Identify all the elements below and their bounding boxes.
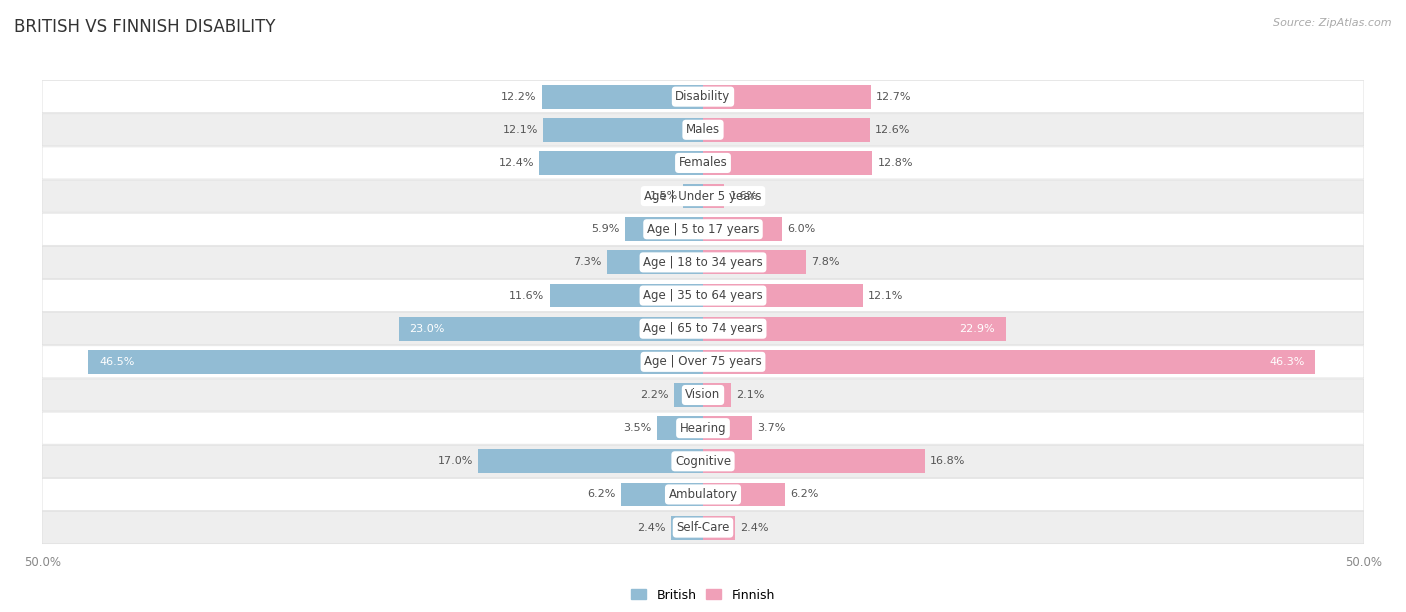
Bar — [550, 283, 703, 307]
Text: 2.2%: 2.2% — [640, 390, 669, 400]
Text: Females: Females — [679, 157, 727, 170]
Text: Hearing: Hearing — [679, 422, 727, 435]
Text: 16.8%: 16.8% — [931, 457, 966, 466]
Text: 6.0%: 6.0% — [787, 224, 815, 234]
FancyBboxPatch shape — [42, 479, 1364, 510]
Bar — [703, 416, 752, 440]
Bar — [703, 449, 925, 473]
Bar — [621, 482, 703, 506]
Bar — [703, 283, 863, 307]
Bar — [703, 482, 785, 506]
Text: Source: ZipAtlas.com: Source: ZipAtlas.com — [1274, 18, 1392, 28]
Text: 1.6%: 1.6% — [730, 191, 758, 201]
FancyBboxPatch shape — [42, 114, 1364, 146]
Text: Self-Care: Self-Care — [676, 521, 730, 534]
Bar — [703, 516, 735, 540]
Bar — [671, 516, 703, 540]
Text: 12.8%: 12.8% — [877, 158, 912, 168]
Text: 12.1%: 12.1% — [868, 291, 904, 300]
Text: 1.5%: 1.5% — [650, 191, 678, 201]
Text: 6.2%: 6.2% — [790, 490, 818, 499]
Text: 7.3%: 7.3% — [572, 258, 602, 267]
Text: 22.9%: 22.9% — [959, 324, 995, 334]
Bar — [626, 217, 703, 241]
Bar — [399, 317, 703, 341]
Bar — [683, 184, 703, 208]
FancyBboxPatch shape — [42, 346, 1364, 378]
Bar — [89, 350, 703, 374]
Text: Cognitive: Cognitive — [675, 455, 731, 468]
Bar — [703, 184, 724, 208]
Text: Males: Males — [686, 123, 720, 136]
Bar — [703, 217, 782, 241]
Bar — [541, 84, 703, 108]
Text: 23.0%: 23.0% — [409, 324, 444, 334]
Text: 11.6%: 11.6% — [509, 291, 544, 300]
Text: 12.4%: 12.4% — [498, 158, 534, 168]
Text: Age | Over 75 years: Age | Over 75 years — [644, 356, 762, 368]
Text: 17.0%: 17.0% — [437, 457, 472, 466]
Bar — [703, 84, 870, 108]
Text: 2.4%: 2.4% — [637, 523, 666, 532]
Bar — [703, 151, 872, 175]
Text: 12.6%: 12.6% — [875, 125, 910, 135]
FancyBboxPatch shape — [42, 512, 1364, 543]
Text: 7.8%: 7.8% — [811, 258, 839, 267]
Bar — [657, 416, 703, 440]
Text: 2.4%: 2.4% — [740, 523, 769, 532]
Text: 12.2%: 12.2% — [501, 92, 537, 102]
Text: Disability: Disability — [675, 90, 731, 103]
Bar — [538, 151, 703, 175]
Bar — [478, 449, 703, 473]
Bar — [703, 383, 731, 407]
FancyBboxPatch shape — [42, 180, 1364, 212]
Text: 46.3%: 46.3% — [1270, 357, 1305, 367]
Bar — [606, 250, 703, 274]
Text: Age | Under 5 years: Age | Under 5 years — [644, 190, 762, 203]
Bar — [543, 118, 703, 142]
Text: 6.2%: 6.2% — [588, 490, 616, 499]
Text: 5.9%: 5.9% — [592, 224, 620, 234]
Bar — [703, 317, 1005, 341]
Bar — [703, 250, 806, 274]
FancyBboxPatch shape — [42, 280, 1364, 312]
Text: 12.7%: 12.7% — [876, 92, 911, 102]
Text: 46.5%: 46.5% — [98, 357, 135, 367]
Text: Ambulatory: Ambulatory — [668, 488, 738, 501]
FancyBboxPatch shape — [42, 445, 1364, 477]
FancyBboxPatch shape — [42, 246, 1364, 278]
FancyBboxPatch shape — [42, 379, 1364, 411]
Legend: British, Finnish: British, Finnish — [626, 584, 780, 606]
Text: BRITISH VS FINNISH DISABILITY: BRITISH VS FINNISH DISABILITY — [14, 18, 276, 36]
Bar — [673, 383, 703, 407]
FancyBboxPatch shape — [42, 81, 1364, 113]
FancyBboxPatch shape — [42, 147, 1364, 179]
Bar — [703, 350, 1315, 374]
Text: Vision: Vision — [685, 389, 721, 401]
Text: Age | 65 to 74 years: Age | 65 to 74 years — [643, 322, 763, 335]
Text: 12.1%: 12.1% — [502, 125, 537, 135]
FancyBboxPatch shape — [42, 313, 1364, 345]
FancyBboxPatch shape — [42, 412, 1364, 444]
FancyBboxPatch shape — [42, 213, 1364, 245]
Text: 3.7%: 3.7% — [758, 423, 786, 433]
Text: 3.5%: 3.5% — [623, 423, 651, 433]
Text: 2.1%: 2.1% — [737, 390, 765, 400]
Text: Age | 5 to 17 years: Age | 5 to 17 years — [647, 223, 759, 236]
Text: Age | 35 to 64 years: Age | 35 to 64 years — [643, 289, 763, 302]
Text: Age | 18 to 34 years: Age | 18 to 34 years — [643, 256, 763, 269]
Bar — [703, 118, 869, 142]
